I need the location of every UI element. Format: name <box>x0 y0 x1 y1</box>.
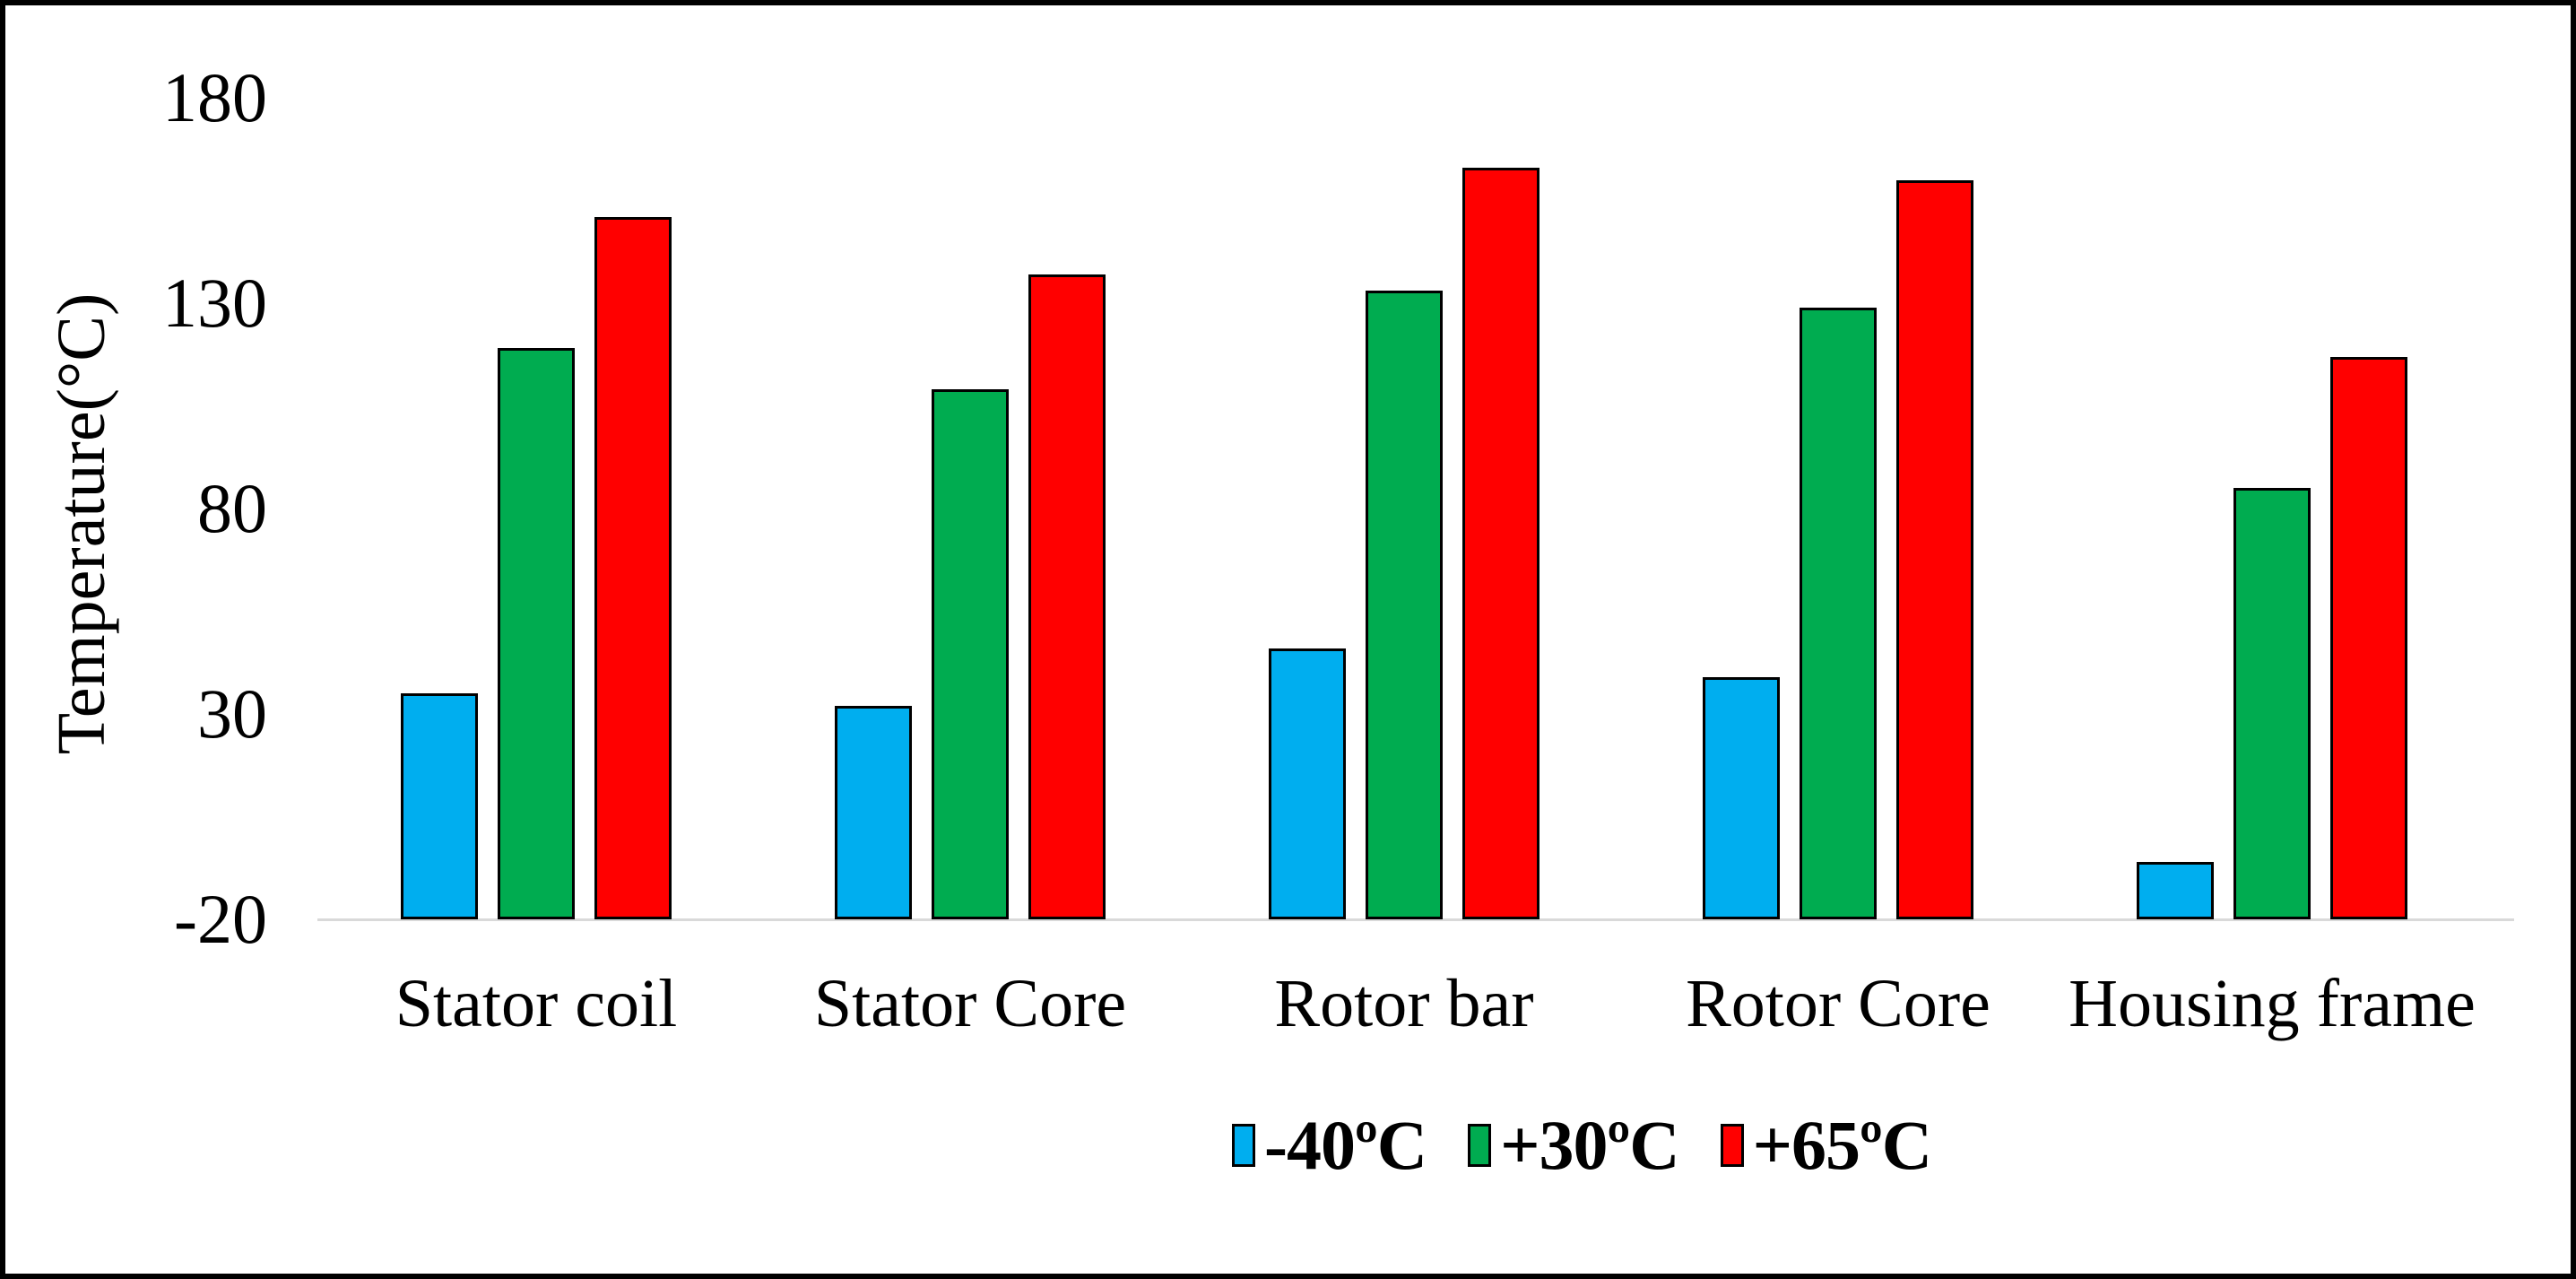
legend-label: -40ºC <box>1264 1106 1427 1184</box>
category-label: Stator coil <box>395 966 678 1041</box>
bar <box>1800 307 1877 919</box>
plot-area <box>319 98 2489 919</box>
bar-group <box>2055 98 2489 919</box>
bar <box>932 389 1009 919</box>
y-tick-label: 30 <box>197 674 267 753</box>
category-axis-labels: Stator coil Stator Core Rotor bar Rotor Cor… <box>319 966 2489 1042</box>
bar <box>1703 676 1780 919</box>
legend-label: +30ºC <box>1500 1106 1680 1184</box>
bar <box>401 693 478 919</box>
legend-swatch <box>1720 1124 1744 1167</box>
category-label: Stator Core <box>813 966 1127 1041</box>
legend-item: +65ºC <box>1720 1106 1933 1184</box>
bar <box>498 348 575 919</box>
bar <box>594 216 672 919</box>
y-tick-label: 130 <box>162 264 267 342</box>
bar <box>1269 648 1346 919</box>
y-tick-label: -20 <box>174 880 267 958</box>
bar <box>2330 356 2407 919</box>
x-axis-line <box>317 918 2514 921</box>
bar-group <box>319 98 753 919</box>
bar <box>835 705 912 919</box>
legend: -40ºC +30ºC +65ºC <box>1232 1106 1933 1184</box>
legend-label: +65ºC <box>1752 1106 1933 1184</box>
bar <box>1896 179 1973 919</box>
legend-item: -40ºC <box>1232 1110 1427 1180</box>
category-label: Rotor bar <box>1274 966 1534 1041</box>
bar <box>1028 274 1106 919</box>
bar <box>1366 291 1443 919</box>
bar-group <box>753 98 1187 919</box>
legend-swatch <box>1232 1124 1255 1167</box>
legend-swatch <box>1468 1124 1492 1167</box>
bar-group <box>1187 98 1621 919</box>
category-label: Housing frame <box>2069 966 2476 1041</box>
y-axis-tick-labels: 180 130 80 30 -20 <box>95 63 267 954</box>
y-tick-label: 80 <box>197 469 267 547</box>
y-tick-label: 180 <box>162 58 267 136</box>
bar-group <box>1621 98 2055 919</box>
category-label: Rotor Core <box>1686 966 1991 1041</box>
bar <box>1462 167 1540 919</box>
bar <box>2233 488 2311 919</box>
legend-item: +30ºC <box>1468 1106 1680 1184</box>
bar <box>2137 861 2214 919</box>
